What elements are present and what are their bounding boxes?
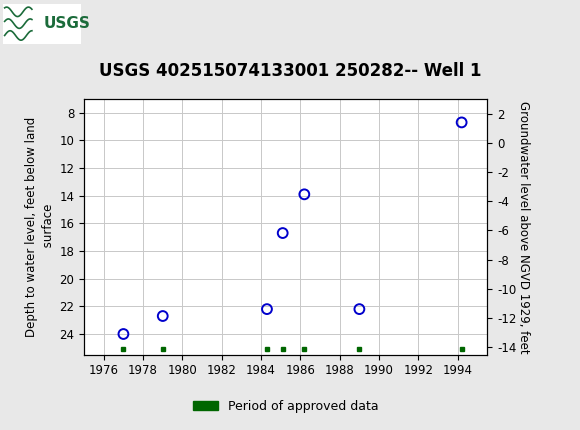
FancyBboxPatch shape <box>3 4 81 43</box>
Point <box>457 119 466 126</box>
Point <box>300 191 309 198</box>
Point <box>262 306 271 313</box>
Point <box>158 313 168 319</box>
Point <box>355 306 364 313</box>
Y-axis label: Groundwater level above NGVD 1929, feet: Groundwater level above NGVD 1929, feet <box>517 101 530 353</box>
Point <box>278 230 287 236</box>
Text: USGS: USGS <box>44 16 90 31</box>
Text: USGS 402515074133001 250282-- Well 1: USGS 402515074133001 250282-- Well 1 <box>99 61 481 80</box>
Legend: Period of approved data: Period of approved data <box>188 395 383 418</box>
Point <box>119 331 128 338</box>
Y-axis label: Depth to water level, feet below land
 surface: Depth to water level, feet below land su… <box>25 117 55 337</box>
